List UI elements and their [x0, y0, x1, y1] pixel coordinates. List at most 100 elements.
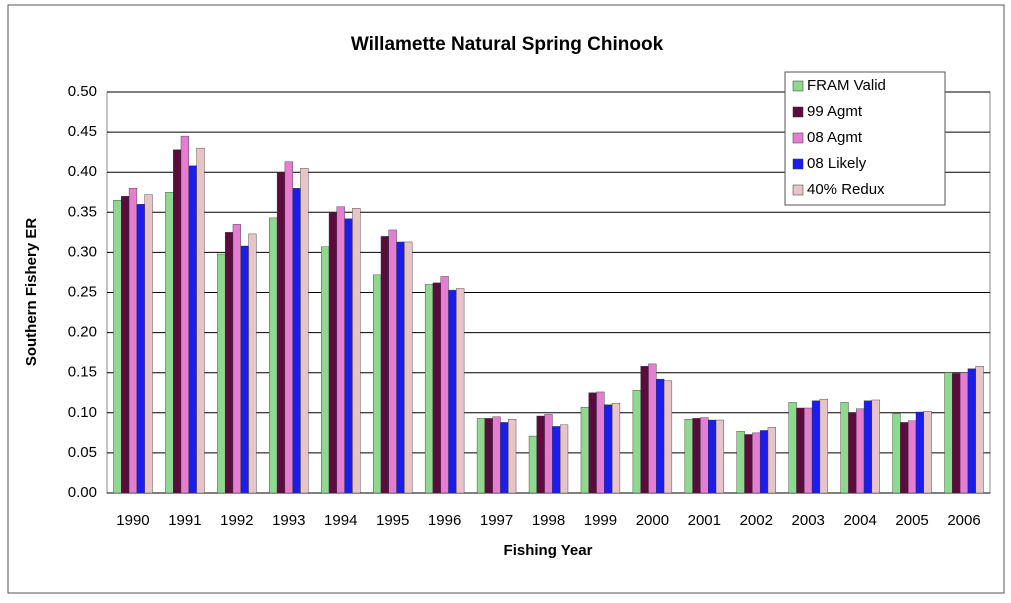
legend-swatch	[792, 80, 804, 92]
bar	[528, 435, 538, 494]
bar	[536, 415, 545, 494]
bar	[328, 212, 338, 494]
x-tick-label: 2004	[843, 512, 876, 529]
x-tick-label: 1991	[168, 512, 201, 529]
y-tick-label: 0.25	[68, 283, 97, 300]
bar	[692, 418, 701, 494]
bar	[819, 398, 828, 494]
bar	[448, 289, 457, 494]
bar	[544, 414, 553, 494]
bar	[336, 206, 345, 494]
legend-label: 08 Likely	[807, 155, 867, 172]
bar	[632, 390, 641, 494]
bar	[404, 241, 413, 494]
bar	[923, 410, 932, 494]
bar	[440, 276, 449, 494]
bar	[121, 196, 130, 494]
bar	[648, 363, 657, 494]
bar	[804, 407, 813, 494]
bar	[907, 420, 917, 494]
bar	[432, 282, 441, 494]
bar	[944, 372, 953, 494]
bar	[128, 188, 138, 494]
bar	[224, 232, 234, 494]
bar	[759, 430, 769, 494]
bar	[580, 406, 589, 494]
x-tick-label: 2000	[636, 512, 669, 529]
bar	[173, 149, 182, 494]
bar	[848, 412, 857, 494]
bar	[656, 378, 665, 494]
bar	[380, 236, 389, 494]
bar	[352, 208, 361, 494]
legend-label: FRAM Valid	[807, 77, 886, 94]
y-tick-label: 0.50	[68, 83, 97, 100]
bar	[196, 147, 205, 494]
bar	[715, 419, 725, 494]
legend-swatch	[792, 132, 804, 144]
bar	[492, 416, 501, 494]
bar	[321, 246, 330, 494]
bar	[388, 229, 397, 494]
bar	[700, 417, 709, 494]
y-tick-label: 0.15	[68, 364, 97, 381]
bar	[456, 288, 465, 494]
bar	[300, 167, 309, 494]
bar	[113, 200, 122, 494]
bar	[900, 422, 909, 494]
bar	[424, 284, 434, 494]
bar	[736, 431, 745, 494]
bar	[611, 402, 621, 494]
y-tick-label: 0.35	[68, 203, 97, 220]
x-tick-label: 1996	[428, 512, 461, 529]
x-tick-label: 2006	[947, 512, 980, 529]
bar	[788, 402, 797, 494]
bar	[744, 434, 753, 494]
y-tick-label: 0.00	[68, 484, 97, 501]
bar	[284, 161, 293, 494]
x-tick-label: 1995	[376, 512, 409, 529]
x-tick-label: 1993	[272, 512, 305, 529]
bar	[588, 392, 597, 494]
bar	[640, 366, 649, 494]
bar	[292, 188, 301, 494]
bar	[856, 408, 865, 494]
bar	[915, 411, 924, 494]
y-tick-label: 0.45	[68, 123, 97, 140]
bar	[269, 217, 278, 494]
bar	[136, 204, 145, 494]
x-tick-label: 2002	[740, 512, 773, 529]
bar	[959, 372, 969, 494]
bar	[811, 400, 821, 494]
bar	[892, 413, 901, 494]
bar	[372, 274, 382, 494]
bar	[240, 245, 249, 494]
chart-title: Willamette Natural Spring Chinook	[351, 34, 664, 55]
bar	[552, 426, 561, 494]
bar	[396, 241, 405, 494]
legend-swatch	[792, 184, 804, 196]
bar	[840, 402, 849, 494]
bar	[596, 391, 605, 494]
y-tick-label: 0.20	[68, 324, 97, 341]
bar	[871, 399, 880, 494]
bar	[188, 165, 197, 494]
y-tick-label: 0.40	[68, 163, 97, 180]
bar	[767, 427, 776, 494]
x-tick-label: 1994	[324, 512, 357, 529]
y-tick-label: 0.10	[68, 404, 97, 421]
legend-swatch	[792, 106, 804, 118]
bar	[663, 380, 673, 494]
bar	[967, 368, 976, 494]
bar	[684, 419, 693, 494]
legend-label: 40% Redux	[807, 181, 885, 198]
x-axis-label: Fishing Year	[504, 542, 593, 559]
legend-label: 08 Agmt	[807, 129, 863, 146]
bar	[500, 422, 509, 494]
bar	[217, 253, 226, 494]
bar	[248, 233, 257, 494]
bar	[559, 424, 569, 494]
x-tick-label: 1990	[116, 512, 149, 529]
bar	[863, 400, 873, 494]
